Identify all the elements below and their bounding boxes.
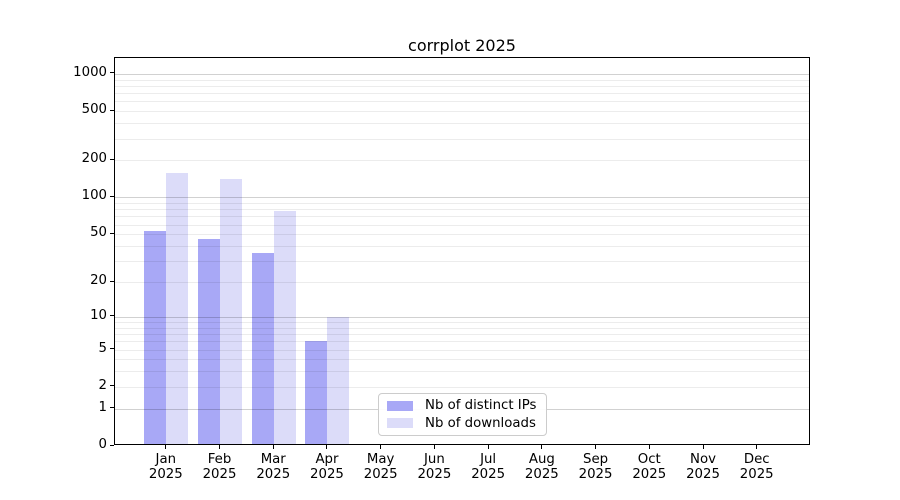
y-tick-label: 500	[81, 102, 107, 118]
gridline-minor	[115, 138, 809, 140]
bar-apr-2025-nb-of-distinct-ips	[305, 341, 328, 444]
gridline-minor	[115, 160, 809, 162]
y-tick-mark	[110, 385, 114, 387]
legend-swatch-nb-of-downloads	[387, 418, 413, 429]
x-tick-mark	[541, 445, 543, 449]
gridline-minor	[115, 359, 809, 361]
legend: Nb of distinct IPs Nb of downloads	[378, 393, 547, 436]
x-tick-mark	[702, 445, 704, 449]
x-tick-label: Aug 2025	[524, 452, 559, 482]
x-tick-mark	[272, 445, 274, 449]
x-tick-label: Nov 2025	[686, 452, 720, 482]
y-tick-mark	[110, 315, 114, 317]
y-tick-label: 1000	[73, 64, 107, 80]
x-tick-mark	[380, 445, 382, 449]
x-tick-mark	[756, 445, 758, 449]
x-tick-label: May 2025	[363, 452, 398, 482]
y-tick-label: 10	[90, 307, 107, 323]
y-tick-label: 200	[81, 151, 107, 167]
bar-feb-2025-nb-of-downloads	[220, 179, 243, 444]
y-tick-mark	[110, 232, 114, 234]
x-tick-mark	[219, 445, 221, 449]
gridline-major	[115, 73, 809, 75]
x-tick-label: Mar 2025	[256, 452, 291, 482]
gridline-minor	[115, 79, 809, 81]
y-tick-label: 20	[90, 273, 107, 289]
gridline-major	[115, 197, 809, 199]
x-tick-label: Jan 2025	[148, 452, 183, 482]
legend-label: Nb of downloads	[425, 415, 536, 431]
gridline-minor	[115, 234, 809, 236]
gridline-minor	[115, 371, 809, 373]
gridline-minor	[115, 322, 809, 323]
gridline-minor	[115, 341, 809, 343]
gridline-minor	[115, 216, 809, 218]
legend-item-nb-of-distinct-ips: Nb of distinct IPs	[387, 398, 538, 413]
gridline-minor	[115, 261, 809, 263]
x-tick-label: Jun 2025	[417, 452, 452, 482]
bar-mar-2025-nb-of-distinct-ips	[251, 253, 274, 444]
bar-jan-2025-nb-of-downloads	[166, 173, 189, 444]
y-tick-label: 100	[81, 188, 107, 204]
x-tick-label: Feb 2025	[202, 452, 237, 482]
gridline-minor	[115, 334, 809, 336]
gridline-minor	[115, 386, 809, 388]
bar-apr-2025-nb-of-downloads	[327, 316, 350, 444]
gridline-minor	[115, 209, 809, 211]
y-tick-label: 0	[98, 437, 107, 452]
gridline-minor	[115, 203, 809, 205]
x-tick-label: Dec 2025	[739, 452, 774, 482]
x-tick-mark	[326, 445, 328, 449]
y-tick-mark	[110, 72, 114, 74]
legend-item-nb-of-downloads: Nb of downloads	[387, 416, 538, 431]
gridline-major	[115, 316, 809, 318]
gridline-minor	[115, 327, 809, 329]
y-tick-label: 50	[90, 225, 107, 241]
bar-jan-2025-nb-of-distinct-ips	[144, 231, 167, 444]
gridline-minor	[115, 224, 809, 226]
x-tick-label: Sep 2025	[578, 452, 613, 482]
y-tick-mark	[110, 158, 114, 160]
y-tick-mark	[110, 195, 114, 197]
x-tick-mark	[595, 445, 597, 449]
gridline-minor	[115, 101, 809, 103]
x-tick-label: Oct 2025	[632, 452, 667, 482]
gridline-minor	[115, 85, 809, 87]
y-tick-mark	[110, 407, 114, 409]
y-tick-label: 1	[98, 399, 107, 415]
y-tick-mark	[110, 109, 114, 111]
x-tick-mark	[433, 445, 435, 449]
gridline-minor	[115, 349, 809, 351]
gridline-minor	[115, 93, 809, 95]
bar-mar-2025-nb-of-downloads	[273, 210, 296, 444]
x-tick-label: Jul 2025	[471, 452, 506, 482]
y-tick-mark	[110, 444, 114, 446]
x-tick-label: Apr 2025	[310, 452, 344, 482]
gridline-minor	[115, 123, 809, 125]
gridline-minor	[115, 282, 809, 284]
x-tick-mark	[165, 445, 167, 449]
gridline-minor	[115, 111, 809, 113]
x-tick-mark	[487, 445, 489, 449]
chart-title: corrplot 2025	[408, 36, 516, 55]
legend-label: Nb of distinct IPs	[425, 398, 537, 414]
y-tick-mark	[110, 348, 114, 349]
y-tick-label: 2	[98, 377, 107, 393]
y-tick-mark	[110, 280, 114, 282]
x-tick-mark	[648, 445, 650, 449]
y-tick-label: 5	[98, 340, 107, 356]
plot-area	[114, 57, 810, 445]
legend-swatch-nb-of-distinct-ips	[387, 400, 413, 411]
bar-feb-2025-nb-of-distinct-ips	[198, 238, 221, 444]
gridline-minor	[115, 246, 809, 247]
